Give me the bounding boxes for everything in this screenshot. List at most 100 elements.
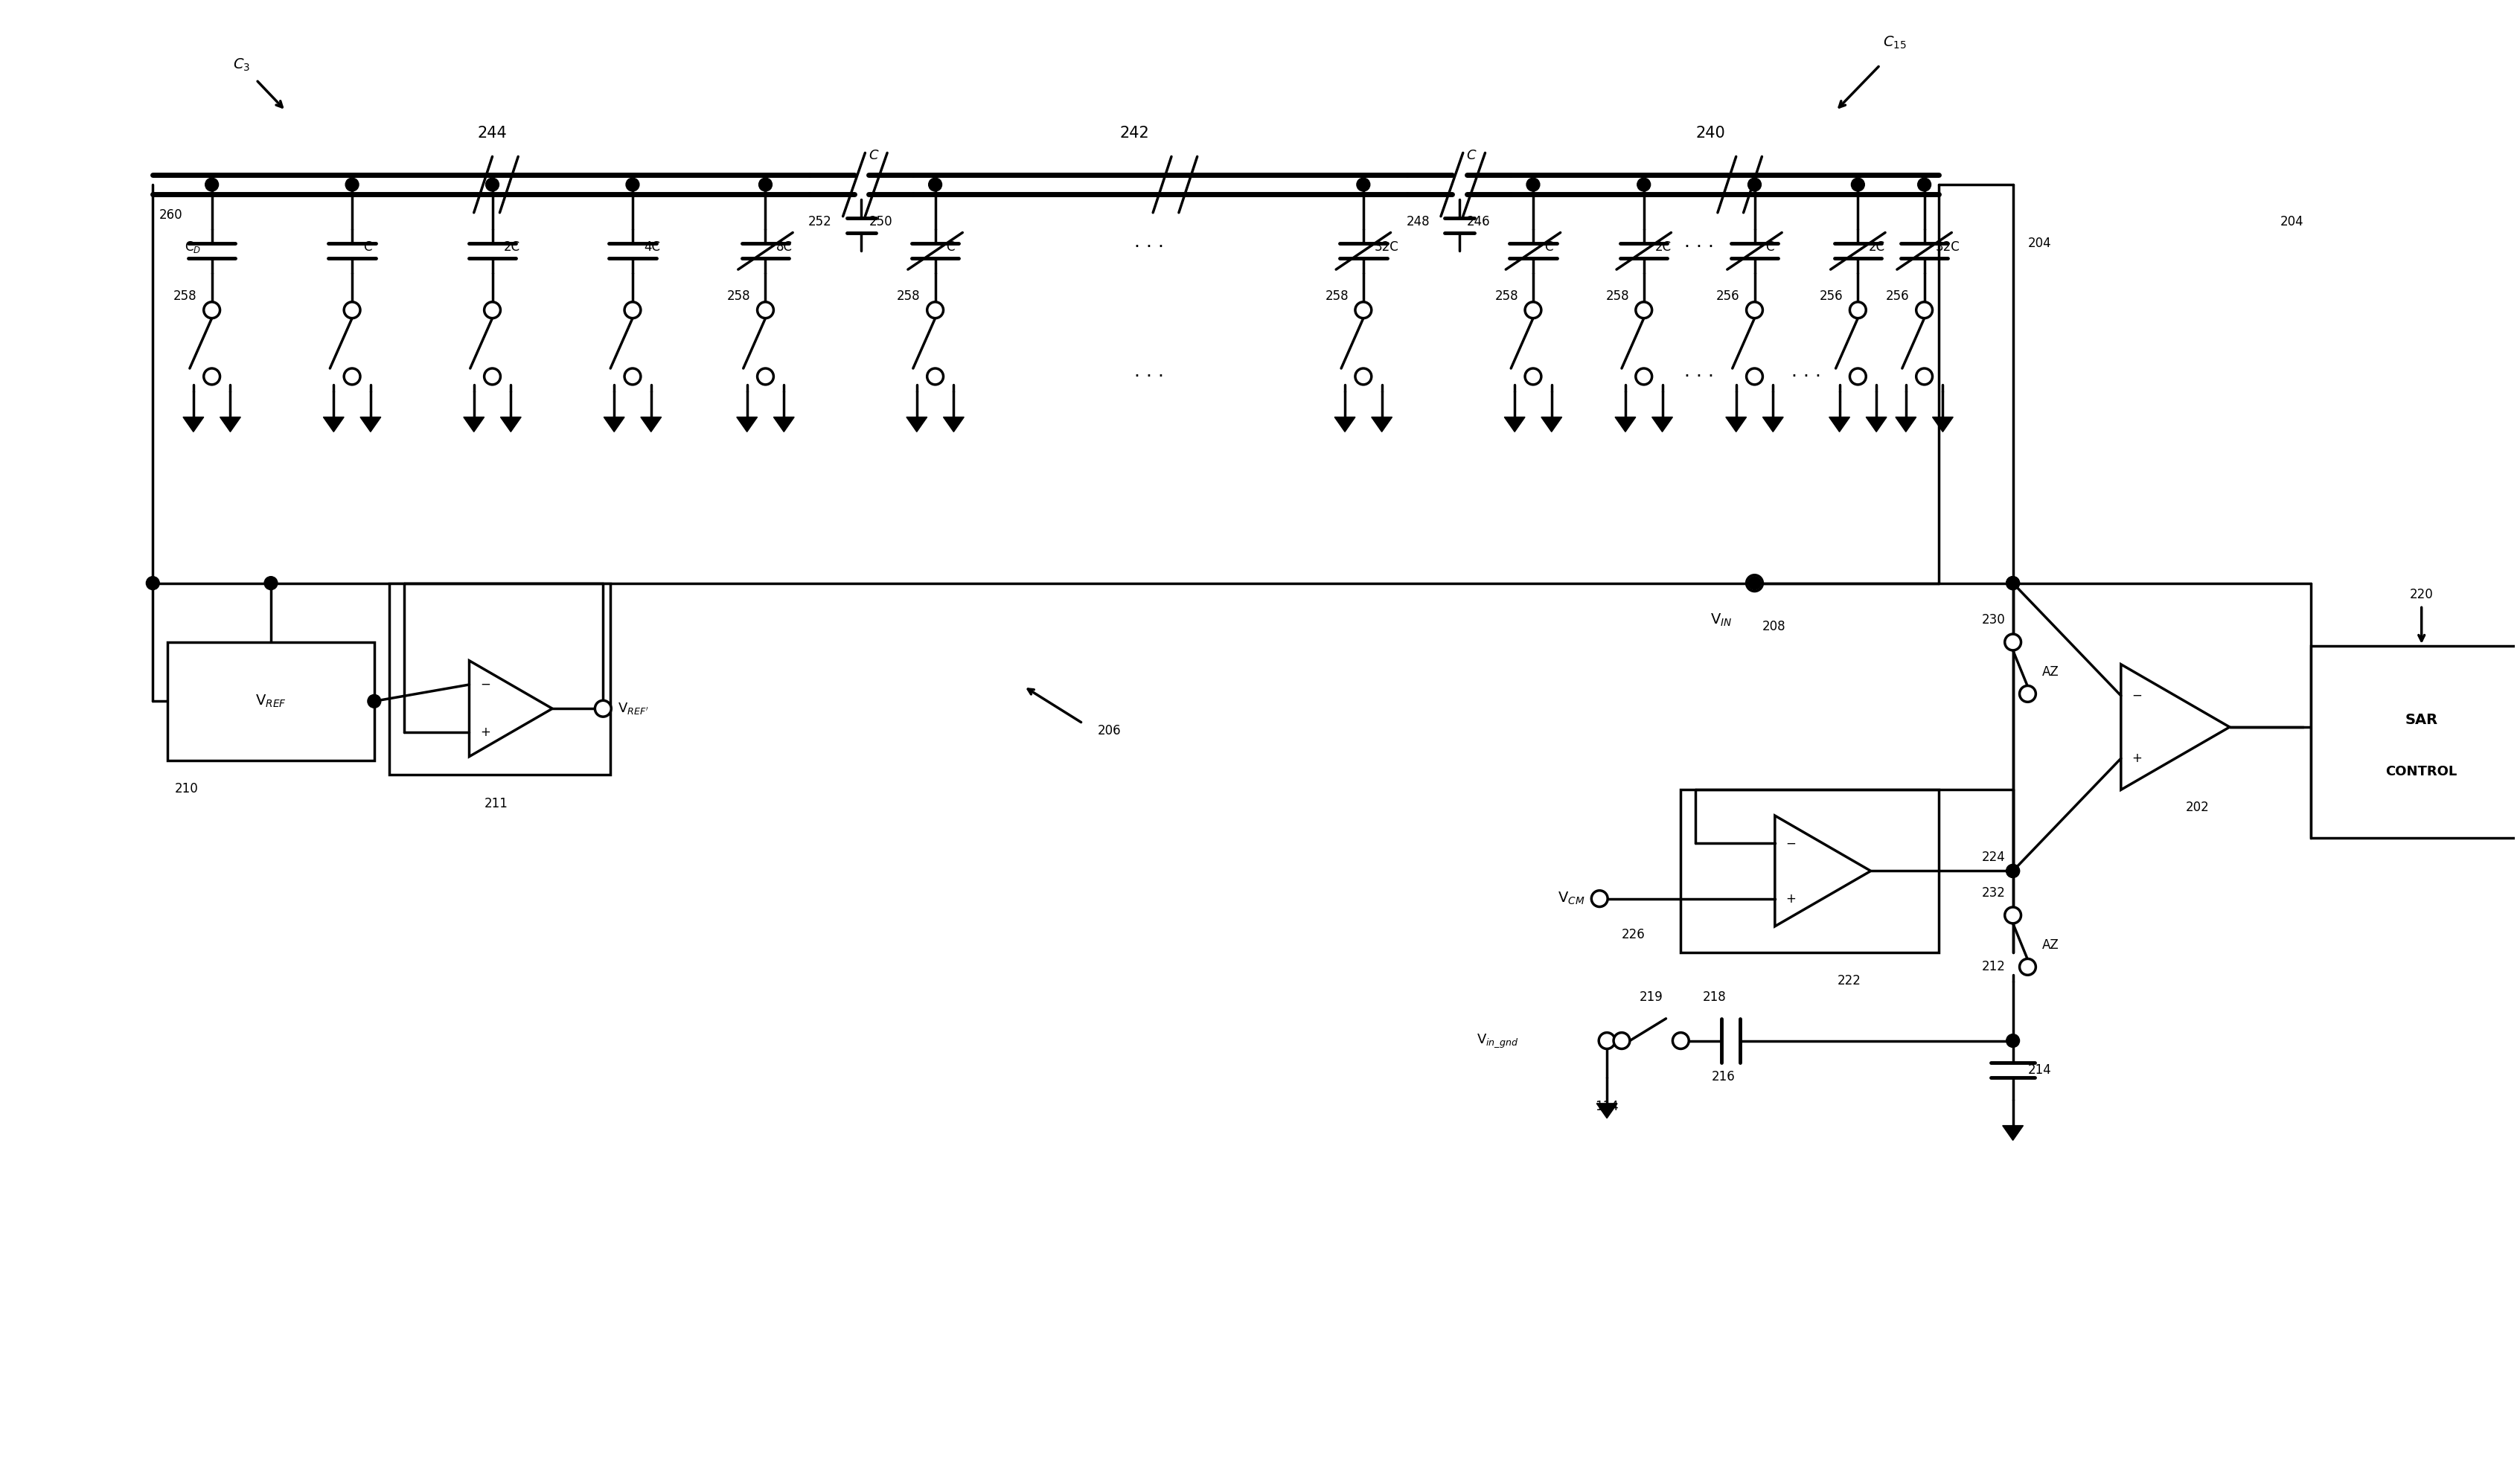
Text: C$_{15}$: C$_{15}$ (1882, 35, 1908, 51)
Text: 240: 240 (1696, 126, 1726, 140)
Circle shape (1525, 302, 1542, 318)
Polygon shape (323, 418, 343, 432)
Circle shape (1356, 302, 1371, 318)
Circle shape (1749, 178, 1761, 191)
Circle shape (204, 178, 219, 191)
Text: C: C (1767, 241, 1774, 254)
Text: 260: 260 (159, 209, 181, 222)
Text: 202: 202 (2185, 802, 2210, 815)
Text: · · ·: · · · (1134, 368, 1164, 385)
Circle shape (368, 695, 381, 708)
Circle shape (2006, 577, 2019, 590)
Text: 256: 256 (1885, 289, 1910, 302)
Circle shape (1850, 302, 1865, 318)
Circle shape (2006, 864, 2019, 877)
Text: +: + (481, 726, 491, 739)
Circle shape (1593, 891, 1608, 907)
Text: −: − (481, 677, 491, 691)
Text: · · ·: · · · (1683, 238, 1714, 257)
Circle shape (343, 302, 360, 318)
Text: AZ: AZ (2041, 939, 2059, 952)
Text: · · ·: · · · (1134, 238, 1164, 257)
Text: 248: 248 (1406, 215, 1429, 228)
Text: C: C (1545, 241, 1552, 254)
Text: 246: 246 (1467, 215, 1489, 228)
Polygon shape (1542, 418, 1562, 432)
Text: C: C (1467, 149, 1477, 162)
Circle shape (1356, 178, 1371, 191)
Circle shape (1918, 178, 1930, 191)
Polygon shape (640, 418, 660, 432)
Polygon shape (219, 418, 239, 432)
FancyBboxPatch shape (1681, 790, 1938, 952)
Text: 206: 206 (1099, 724, 1121, 737)
Circle shape (1527, 178, 1540, 191)
Text: C$_3$: C$_3$ (232, 57, 249, 73)
Text: V$_{CM}$: V$_{CM}$ (1557, 891, 1585, 907)
Polygon shape (774, 418, 794, 432)
Circle shape (2006, 577, 2019, 590)
Circle shape (265, 577, 277, 590)
Text: C: C (869, 149, 877, 162)
Circle shape (927, 178, 942, 191)
Text: 211: 211 (484, 797, 509, 810)
Text: V$_{REF}$: V$_{REF}$ (255, 694, 287, 710)
Text: V$_{REF'}$: V$_{REF'}$ (617, 701, 648, 715)
Text: 222: 222 (1837, 974, 1862, 987)
Circle shape (1525, 368, 1542, 384)
Text: +: + (2132, 752, 2142, 765)
Text: V$_{in\_gnd}$: V$_{in\_gnd}$ (1477, 1032, 1520, 1050)
Text: 204: 204 (2281, 215, 2303, 228)
Text: 258: 258 (174, 289, 197, 302)
Polygon shape (1830, 418, 1850, 432)
Circle shape (1635, 302, 1653, 318)
Circle shape (204, 302, 219, 318)
Circle shape (2006, 1034, 2019, 1047)
Circle shape (204, 368, 219, 384)
Polygon shape (1895, 418, 1915, 432)
Text: 214: 214 (2029, 1063, 2051, 1077)
Circle shape (146, 577, 159, 590)
Text: 4C: 4C (643, 241, 660, 254)
Circle shape (1356, 368, 1371, 384)
Polygon shape (1865, 418, 1887, 432)
FancyBboxPatch shape (2311, 645, 2520, 838)
Polygon shape (1761, 418, 1784, 432)
Polygon shape (1598, 1104, 1618, 1118)
Circle shape (1749, 577, 1761, 590)
Text: 2C: 2C (1656, 241, 1671, 254)
Circle shape (625, 178, 640, 191)
Text: 258: 258 (1494, 289, 1520, 302)
Circle shape (1746, 302, 1761, 318)
Text: 232: 232 (1981, 886, 2006, 899)
Text: 2C: 2C (1870, 241, 1885, 254)
Circle shape (343, 368, 360, 384)
Text: 114: 114 (1595, 1099, 1618, 1113)
Text: C: C (363, 241, 373, 254)
Circle shape (1613, 1032, 1630, 1048)
Text: 8C: 8C (776, 241, 794, 254)
Text: 258: 258 (728, 289, 751, 302)
Text: C$_D$: C$_D$ (184, 239, 202, 254)
Circle shape (2019, 686, 2036, 702)
Circle shape (1915, 368, 1933, 384)
Circle shape (927, 368, 942, 384)
Circle shape (1638, 178, 1651, 191)
Polygon shape (907, 418, 927, 432)
Polygon shape (501, 418, 522, 432)
Polygon shape (360, 418, 381, 432)
Text: 244: 244 (479, 126, 507, 140)
Circle shape (2006, 907, 2021, 923)
Text: SAR: SAR (2404, 712, 2437, 727)
Text: 250: 250 (869, 215, 892, 228)
Circle shape (1746, 575, 1761, 591)
Text: 230: 230 (1981, 613, 2006, 626)
Text: 242: 242 (1119, 126, 1149, 140)
Text: 258: 258 (897, 289, 920, 302)
Polygon shape (1653, 418, 1673, 432)
Text: 32C: 32C (1373, 241, 1399, 254)
Text: 256: 256 (1819, 289, 1842, 302)
Text: −: − (1787, 837, 1797, 850)
Text: · · ·: · · · (1792, 368, 1822, 385)
Circle shape (484, 368, 501, 384)
